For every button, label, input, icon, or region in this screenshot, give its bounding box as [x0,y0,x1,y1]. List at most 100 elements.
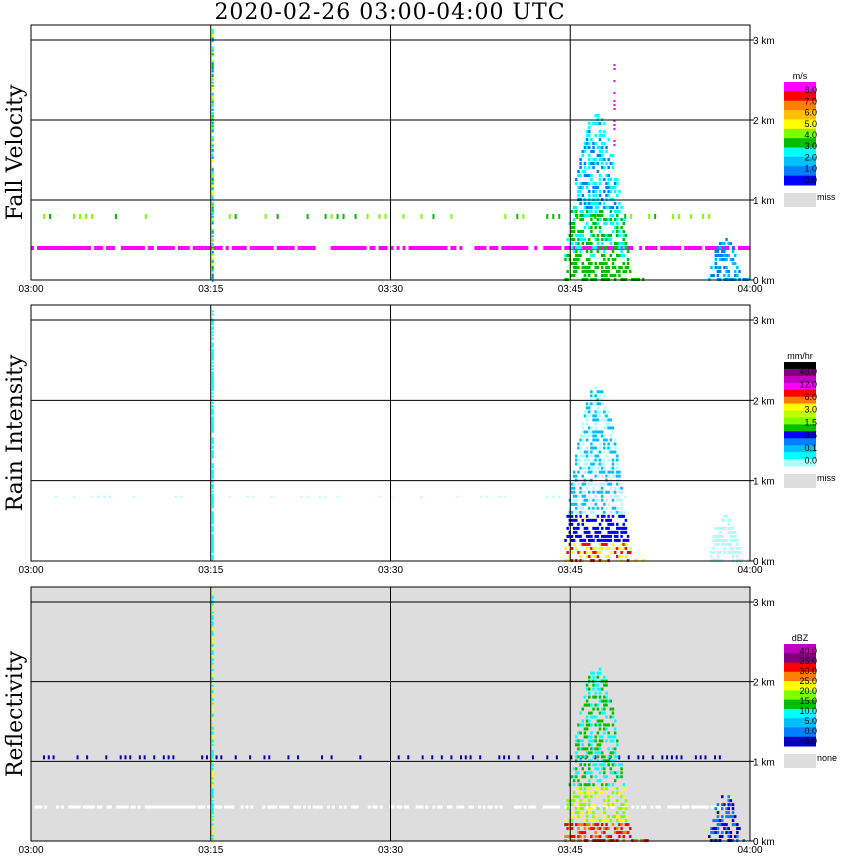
cell-pixel [583,727,587,731]
streak-pixel [211,376,214,379]
streak-pixel [211,742,214,745]
cell-pixel [605,174,608,177]
streak-pixel [211,791,214,794]
cell-pixel [583,703,587,707]
layer-pixel [618,495,621,498]
layer-pixel [722,805,726,809]
streak-pixel [211,495,214,498]
cell-pixel [731,554,735,558]
cell-pixel [592,166,595,169]
streak-pixel [211,389,214,392]
streak-pixel [211,633,214,636]
layer-pixel [264,214,267,219]
cell-pixel [596,122,600,125]
layer-pixel [291,246,295,250]
layer-pixel [351,246,355,250]
layer-pixel [522,214,525,219]
cell-pixel [581,474,585,478]
layer-pixel [172,755,175,760]
cell-pixel [607,178,610,181]
streak-pixel [211,688,214,691]
streak-pixel [211,637,214,640]
cell-pixel [598,174,602,177]
streak-pixel [211,813,214,816]
cell-pixel [616,498,619,502]
layer-pixel [510,246,514,250]
cell-pixel [572,490,576,494]
cell-pixel [620,542,623,546]
layer-pixel [360,246,364,250]
cell-pixel [579,174,582,177]
cell-pixel [600,134,604,137]
cell-pixel [605,238,608,241]
colorbar-swatch [784,91,816,102]
streak-pixel [211,216,214,218]
layer-pixel [177,246,181,250]
streak-pixel [211,209,214,212]
streak-pixel [211,64,214,66]
streak-pixel [211,313,214,316]
cell-pixel [594,715,597,719]
streak-pixel [211,318,214,321]
streak-pixel [211,310,214,313]
cell-pixel [603,238,606,241]
colorbar-missing-label: none [817,753,837,763]
cell-pixel [570,246,574,249]
cell-pixel [607,723,610,727]
cell-pixel [587,687,591,691]
cell-pixel [592,671,595,675]
cell-pixel [583,226,587,229]
layer-pixel [357,246,361,250]
cell-pixel [607,426,610,430]
cell-pixel [613,510,617,514]
cell-pixel [611,466,615,470]
cell-pixel [727,803,730,807]
cell-pixel [622,262,625,265]
layer-pixel [421,755,424,760]
colorbar-swatch [784,452,816,460]
layer-pixel [264,246,268,250]
layer-pixel [268,755,271,760]
cell-pixel [590,206,593,209]
cell-pixel [592,246,595,249]
layer-pixel [300,495,303,498]
streak-pixel [211,246,214,249]
layer-pixel [704,755,707,760]
layer-pixel [678,214,681,219]
cell-pixel [592,823,595,827]
cell-pixel [587,490,591,494]
streak-pixel [211,373,214,376]
cell-pixel [622,530,625,534]
cell-pixel [596,731,600,735]
cell-pixel [605,703,608,707]
cell-pixel [581,214,585,217]
cell-pixel [611,763,615,767]
streak-pixel [211,788,214,791]
layer-pixel [240,805,244,809]
layer-pixel [558,246,562,250]
cell-pixel [594,206,597,209]
cell-pixel [731,534,735,538]
layer-pixel [331,805,335,809]
streak-pixel [211,62,214,65]
cell-pixel [587,803,591,807]
cell-pixel [603,510,606,514]
cell-pixel [727,530,730,534]
cell-pixel [618,202,621,205]
cell-pixel [587,434,591,438]
streak-pixel [211,416,214,419]
cell-pixel [622,238,625,241]
cell-pixel [616,222,619,225]
cell-pixel [592,418,595,422]
cell-pixel [594,791,597,795]
layer-pixel [699,755,702,760]
cell-pixel [572,799,576,803]
cell-pixel [579,166,582,169]
layer-pixel [609,805,613,809]
cell-pixel [609,767,613,771]
streak-pixel [211,681,214,684]
cell-pixel [592,150,595,153]
cell-pixel [616,819,619,823]
layer-pixel [450,246,454,250]
cell-pixel [592,146,595,149]
